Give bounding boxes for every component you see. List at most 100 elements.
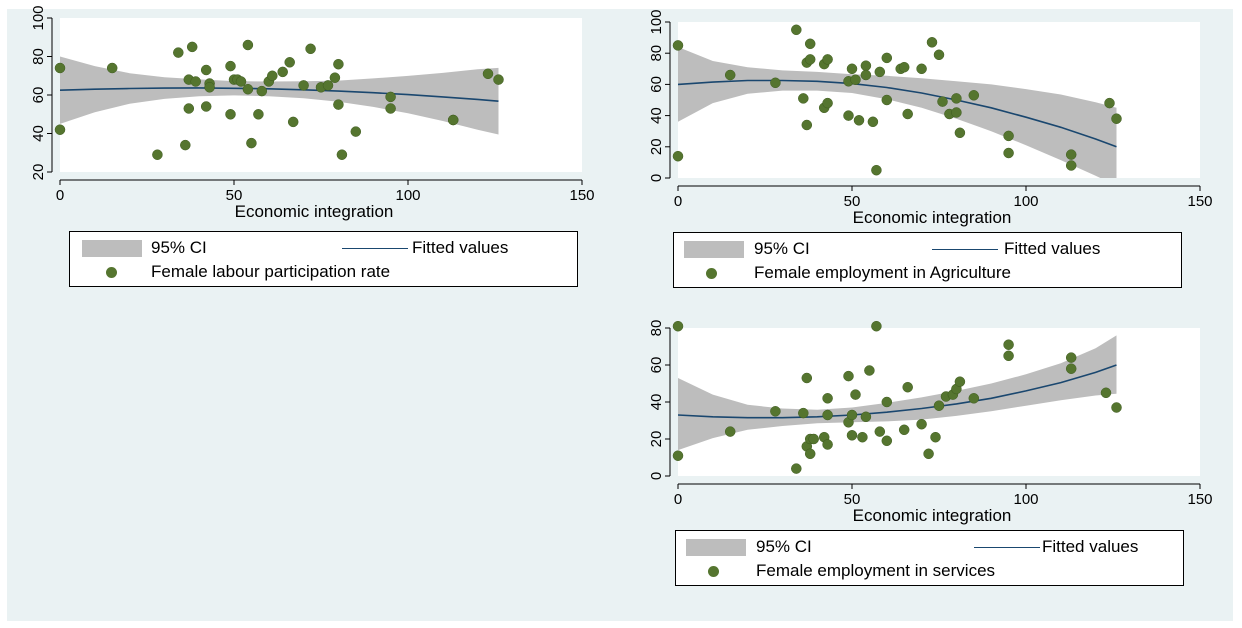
- x-tick-label: 150: [569, 187, 594, 204]
- chart-female-employment-services: 0 20 40 60 80 0 50 100 150 Economic integration: [648, 320, 1213, 525]
- ci-band: [60, 56, 499, 135]
- data-point: [864, 365, 875, 376]
- data-point: [871, 320, 882, 332]
- legend-point-label: Female labour participation rate: [151, 262, 391, 281]
- ci-band: [678, 47, 1117, 178]
- data-point: [857, 431, 868, 443]
- data-point: [968, 393, 980, 404]
- y-tick-label: 0: [648, 472, 665, 480]
- data-point: [930, 431, 941, 443]
- data-point: [846, 63, 858, 75]
- data-point: [916, 63, 927, 75]
- data-point: [256, 85, 268, 97]
- data-point: [822, 54, 833, 65]
- data-point: [54, 62, 66, 74]
- y-tick-label: 60: [648, 357, 665, 374]
- data-point: [853, 115, 865, 126]
- data-point: [1003, 350, 1014, 362]
- data-point: [822, 97, 833, 109]
- x-axis-title: Economic integration: [853, 208, 1012, 227]
- data-point: [724, 69, 736, 81]
- data-point: [1065, 352, 1077, 363]
- data-point: [152, 149, 163, 160]
- legend-ci-swatch: [82, 240, 142, 257]
- data-point: [284, 57, 295, 68]
- legend-point-marker: [106, 267, 117, 278]
- data-point: [173, 47, 184, 58]
- x-axis-title: Economic integration: [853, 506, 1012, 525]
- data-point: [801, 372, 813, 384]
- data-point: [860, 60, 872, 71]
- x-axis-title: Economic integration: [235, 202, 394, 221]
- data-point: [277, 66, 288, 78]
- legend-point-marker: [706, 268, 717, 279]
- legend-point-label: Female employment in Agriculture: [754, 263, 1012, 282]
- data-point: [770, 406, 781, 417]
- data-point: [954, 127, 966, 139]
- data-point: [253, 109, 264, 120]
- y-tick-label: 40: [30, 125, 47, 142]
- data-point: [822, 393, 833, 404]
- legend-female-employment-services: 95% CI Fitted values Female employment i…: [675, 530, 1184, 586]
- fitted-line: [678, 79, 1117, 148]
- data-point: [336, 149, 348, 160]
- x-tick-label: 100: [1013, 491, 1038, 508]
- data-point: [923, 448, 934, 460]
- x-tick-label: 0: [56, 187, 64, 204]
- data-point: [874, 66, 886, 78]
- data-point: [874, 426, 886, 437]
- y-tick-label: 20: [30, 164, 47, 181]
- data-point: [801, 119, 813, 131]
- legend-fit-label: Fitted values: [1042, 537, 1139, 556]
- data-point: [791, 24, 802, 36]
- data-point: [482, 68, 494, 80]
- data-point: [1003, 130, 1014, 142]
- data-point: [225, 109, 236, 120]
- data-point: [1003, 339, 1014, 350]
- y-tick-label: 0: [648, 174, 665, 182]
- data-point: [822, 439, 833, 450]
- data-point: [242, 83, 254, 95]
- x-tick-label: 100: [1013, 193, 1038, 210]
- data-point: [329, 72, 341, 83]
- data-point: [871, 164, 882, 176]
- y-tick-label: 40: [648, 107, 665, 124]
- fitted-line: [60, 87, 499, 102]
- data-point: [860, 411, 872, 423]
- y-tick-label: 100: [30, 5, 47, 30]
- data-point: [287, 116, 299, 128]
- legend-ci-label: 95% CI: [756, 537, 812, 556]
- data-point: [902, 108, 913, 120]
- data-point: [672, 150, 684, 162]
- data-point: [881, 396, 893, 408]
- data-point: [267, 70, 278, 82]
- ci-band: [678, 335, 1117, 451]
- data-point: [186, 41, 198, 53]
- data-point: [804, 54, 816, 65]
- data-point: [850, 389, 861, 400]
- data-point: [798, 407, 809, 419]
- data-point: [1111, 113, 1122, 124]
- y-tick-label: 20: [648, 431, 665, 448]
- data-point: [724, 426, 736, 437]
- data-point: [933, 49, 945, 61]
- data-point: [846, 430, 858, 441]
- data-point: [385, 91, 396, 103]
- y-tick-label: 60: [648, 76, 665, 93]
- data-point: [54, 124, 66, 135]
- y-tick-label: 80: [30, 48, 47, 65]
- data-point: [867, 116, 879, 128]
- fitted-line: [678, 364, 1117, 419]
- data-point: [951, 93, 962, 104]
- data-point: [881, 435, 893, 447]
- data-point: [190, 76, 201, 87]
- data-point: [1111, 402, 1122, 413]
- y-tick-label: 100: [648, 9, 665, 34]
- data-point: [804, 38, 816, 50]
- data-point: [1003, 147, 1014, 159]
- data-point: [235, 76, 247, 87]
- data-point: [951, 107, 962, 118]
- data-point: [447, 114, 459, 126]
- y-tick-label: 60: [30, 87, 47, 104]
- data-point: [1065, 160, 1077, 171]
